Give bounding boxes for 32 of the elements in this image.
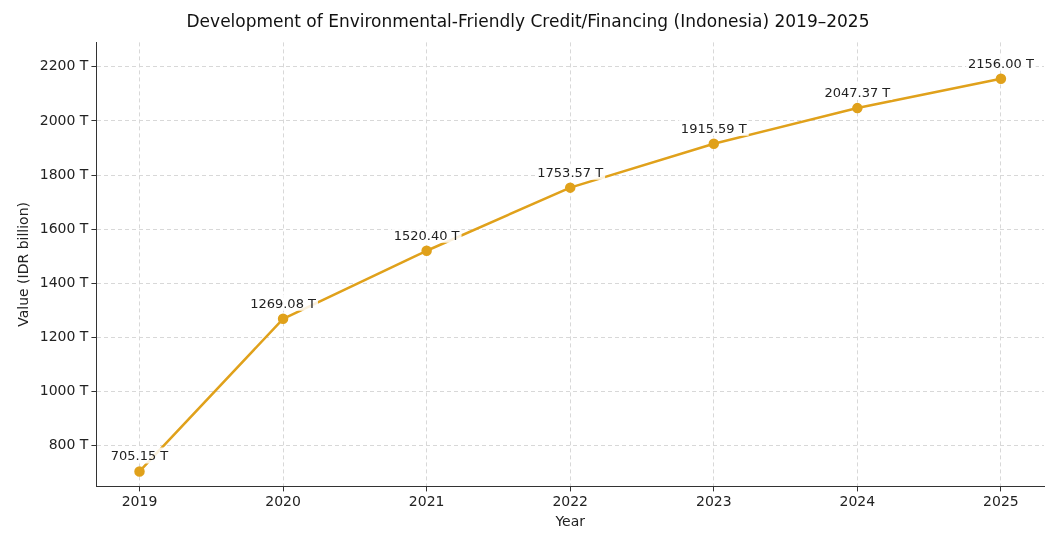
data-label: 1520.40 T bbox=[393, 227, 460, 243]
y-tick-label: 1800 T bbox=[39, 165, 89, 182]
y-tick-label: 2200 T bbox=[39, 57, 89, 74]
data-label: 2156.00 T bbox=[968, 55, 1034, 71]
x-tick-label: 2025 bbox=[983, 493, 1019, 510]
x-axis-title: Year bbox=[554, 513, 586, 530]
y-axis-title: Value (IDR billion) bbox=[15, 202, 32, 327]
x-tick-label: 2022 bbox=[552, 493, 589, 510]
point bbox=[995, 73, 1007, 84]
x-tick-label: 2021 bbox=[408, 493, 445, 510]
y-tick-label: 2000 T bbox=[39, 111, 89, 128]
y-tick-label: 1200 T bbox=[39, 328, 89, 345]
x-tick-label: 2023 bbox=[695, 493, 732, 510]
y-tick-label: 800 T bbox=[48, 436, 89, 453]
y-tick-label: 1400 T bbox=[39, 273, 89, 290]
point bbox=[134, 466, 145, 477]
y-tick-label: 1600 T bbox=[39, 219, 89, 236]
data-label: 2047.37 T bbox=[824, 84, 891, 100]
x-tick-label: 2019 bbox=[121, 493, 158, 510]
data-label: 705.15 T bbox=[110, 448, 169, 464]
y-tick-label: 1000 T bbox=[39, 382, 89, 399]
point bbox=[277, 313, 289, 325]
data-label: 1753.57 T bbox=[537, 164, 604, 180]
data-label: 1915.59 T bbox=[680, 120, 747, 136]
point bbox=[708, 138, 720, 150]
point bbox=[421, 245, 432, 257]
data-label: 1269.08 T bbox=[250, 295, 317, 311]
point bbox=[852, 102, 863, 114]
chart-title: Development of Environmental-Friendly Credit/Financing (Indonesia) 2019–2025 bbox=[186, 10, 870, 31]
point bbox=[564, 182, 576, 193]
x-tick-label: 2020 bbox=[265, 493, 301, 510]
x-tick-label: 2024 bbox=[839, 493, 876, 510]
